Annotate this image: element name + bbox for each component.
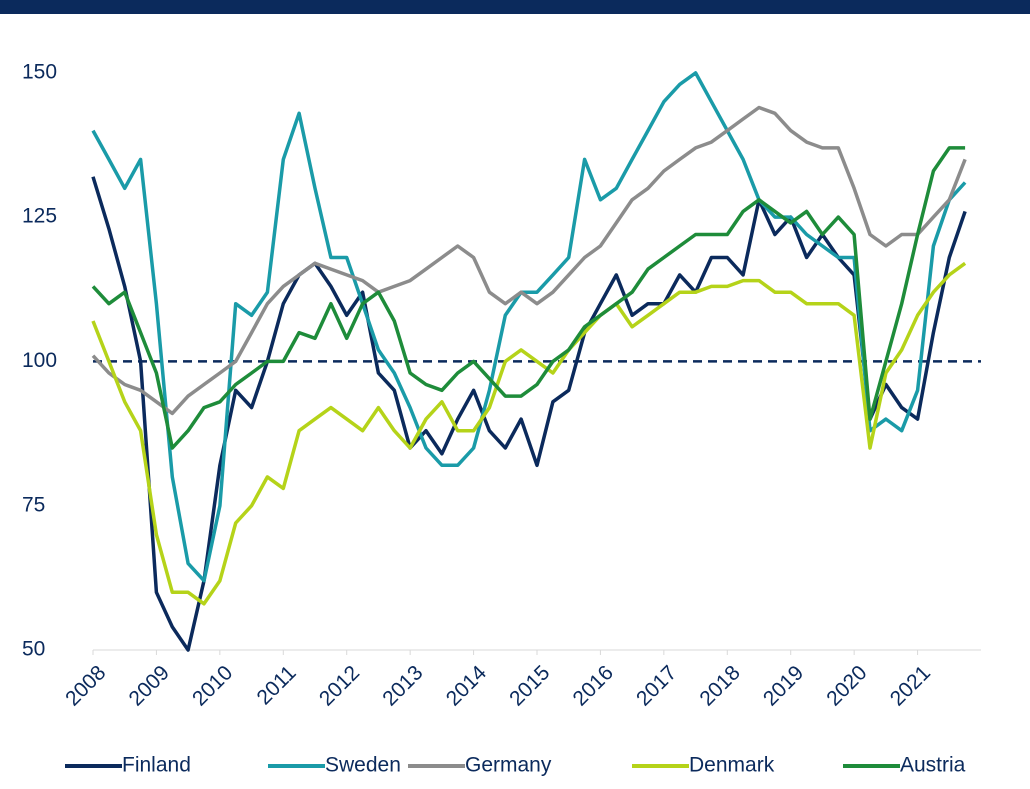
series-line (91, 71, 967, 583)
x-tick-label: 2012 (315, 661, 364, 710)
y-tick-label: 150 (22, 60, 57, 83)
x-tick-label: 2021 (886, 661, 935, 710)
x-tick-label: 2014 (442, 661, 492, 711)
top-band (0, 0, 1030, 14)
series-line (91, 176, 967, 652)
x-tick-label: 2010 (188, 661, 237, 710)
x-tick-label: 2016 (569, 661, 618, 710)
legend-label: Finland (122, 754, 191, 777)
legend-label: Austria (900, 754, 966, 777)
series-line (91, 146, 966, 450)
x-tick-label: 2011 (253, 661, 301, 709)
x-tick-label: 2013 (378, 661, 427, 710)
x-tick-label: 2008 (61, 661, 110, 710)
x-tick-label: 2018 (695, 661, 744, 710)
y-tick-label: 100 (22, 349, 57, 372)
series-line (91, 261, 967, 606)
y-tick-label: 125 (22, 205, 57, 228)
series-line (91, 105, 967, 416)
x-tick-label: 2020 (822, 661, 871, 710)
y-tick-label: 50 (22, 638, 45, 661)
legend-label: Sweden (325, 754, 401, 777)
x-tick-label: 2017 (632, 661, 681, 710)
legend-label: Denmark (689, 754, 775, 777)
x-tick-label: 2019 (759, 661, 808, 710)
legend-label: Germany (465, 754, 552, 777)
y-tick-label: 75 (22, 493, 45, 516)
x-tick-label: 2009 (125, 661, 174, 710)
x-tick-label: 2015 (505, 661, 554, 710)
